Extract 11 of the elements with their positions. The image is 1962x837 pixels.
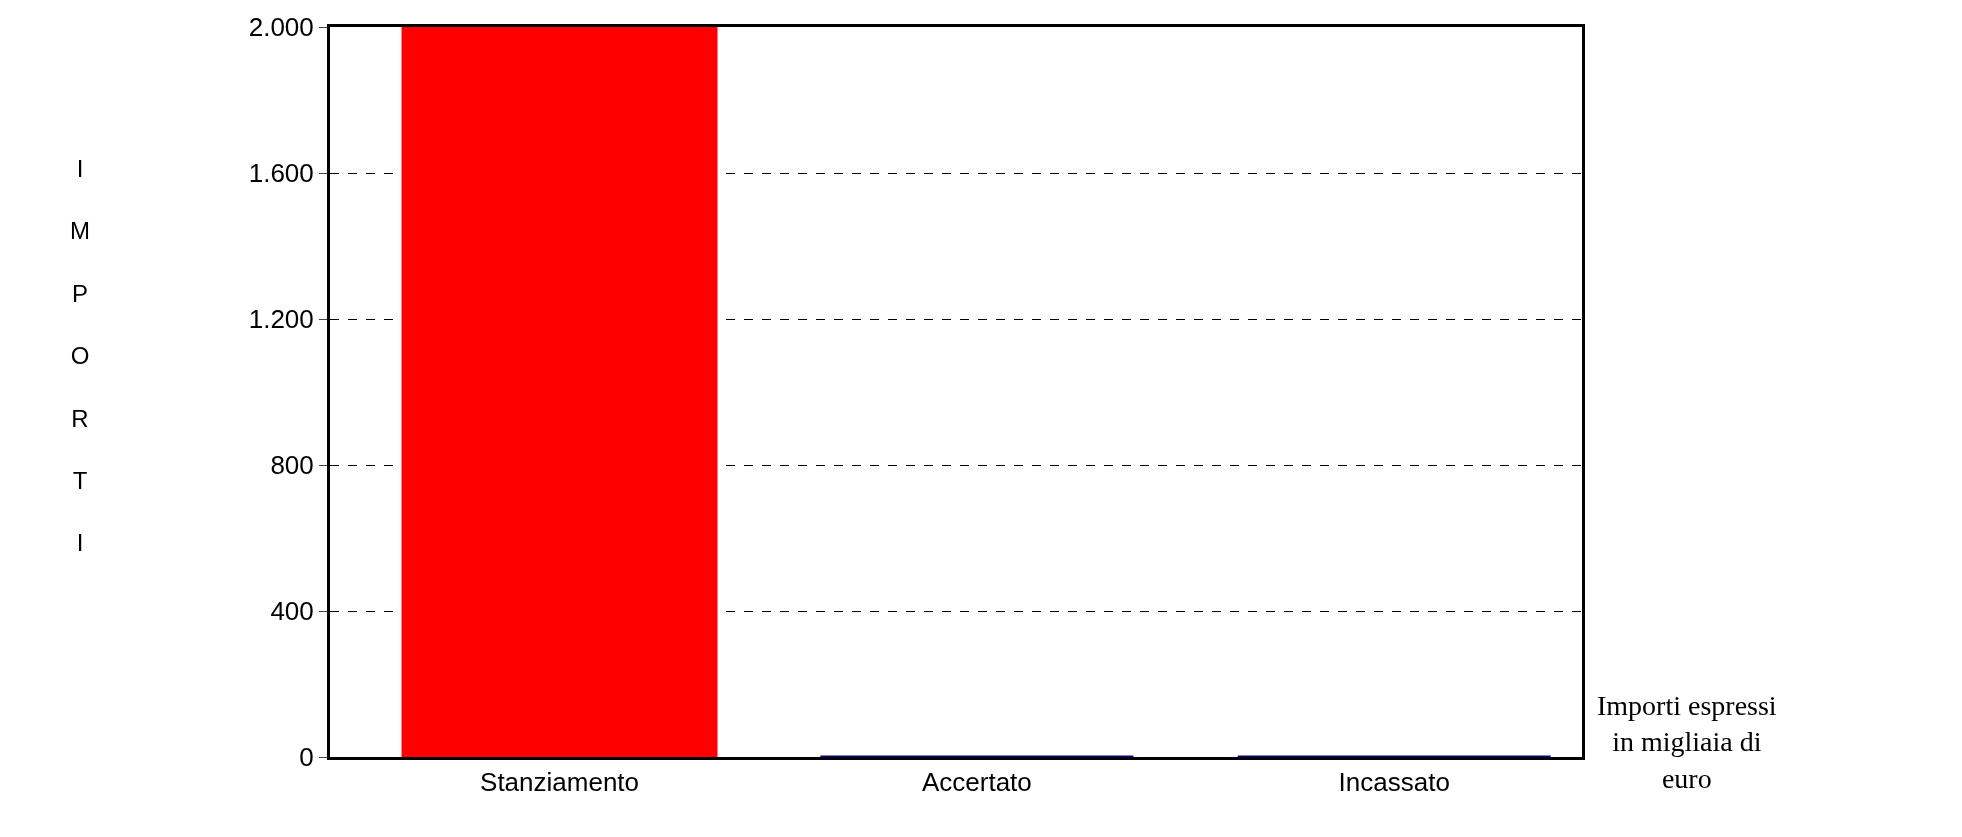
y-tick-label: 0 xyxy=(299,742,314,773)
x-tick-label: Incassato xyxy=(1338,767,1450,798)
y-tick-label: 400 xyxy=(270,596,314,627)
text: Importi espressi in migliaia di euro xyxy=(1597,690,1777,794)
x-tick-label: Stanziamento xyxy=(480,767,640,798)
text: IMPORTI xyxy=(70,155,90,557)
y-tick-label: 2.000 xyxy=(248,12,314,43)
y-tick-label: 1.200 xyxy=(248,304,314,335)
x-tick-label: Accertato xyxy=(921,767,1032,798)
y-tick-label: 800 xyxy=(270,450,314,481)
y-tick-label: 1.600 xyxy=(248,158,314,189)
